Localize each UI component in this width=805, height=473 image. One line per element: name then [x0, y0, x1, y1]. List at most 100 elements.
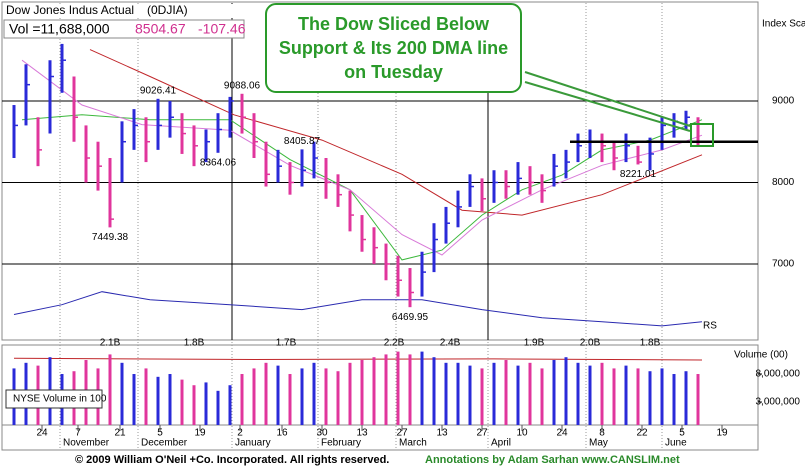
x-tick-label: 5	[157, 428, 163, 439]
month-label: February	[321, 438, 361, 449]
volume-note: 1.8B	[640, 338, 661, 349]
volume-bar	[696, 374, 700, 425]
volume-note: 1.8B	[184, 338, 205, 349]
volume-tick-label: 3,000,000	[756, 397, 801, 408]
moving-average	[21, 59, 703, 256]
volume-bar	[324, 368, 328, 425]
volume-note: 1.9B	[524, 338, 545, 349]
y-tick-label: 8000	[772, 177, 795, 188]
volume-bar	[300, 368, 304, 425]
volume-note: 2.0B	[580, 338, 601, 349]
price-annotation: 8405.87	[284, 136, 321, 147]
x-tick-label: 5	[679, 428, 685, 439]
volume-box	[5, 389, 103, 409]
volume-bar	[636, 368, 640, 425]
volume-bar	[444, 362, 448, 425]
price-annotation: 6469.95	[392, 312, 429, 323]
volume-note: 2.2B	[384, 338, 405, 349]
volume-bar	[144, 368, 148, 425]
volume-bar	[552, 360, 556, 425]
month-label: March	[399, 438, 427, 449]
callout-arrow	[524, 81, 691, 132]
price-annotation: 9088.06	[224, 80, 261, 91]
x-tick-label: 13	[356, 428, 368, 439]
x-tick-label: 13	[436, 428, 448, 439]
volume-axis-label: Volume (00)	[734, 350, 788, 361]
volume-note: 1.7B	[276, 338, 297, 349]
axis-label: Index Scale	[762, 19, 805, 30]
callout-wrap: The Dow Sliced Below Support & Its 200 D…	[278, 14, 509, 82]
quote-box	[3, 19, 245, 39]
volume-bar	[420, 351, 424, 425]
volume-bar	[540, 368, 544, 425]
month-label: April	[491, 438, 511, 449]
month-label: May	[589, 438, 608, 449]
volume-bar	[240, 374, 244, 425]
x-tick-label: 30	[316, 428, 328, 439]
x-tick-label: 19	[194, 428, 206, 439]
volume-bar	[360, 360, 364, 425]
callout-text: The Dow Sliced Below Support & Its 200 D…	[278, 14, 509, 82]
volume-bar	[120, 362, 124, 425]
volume-bar	[516, 365, 520, 425]
x-tick-label: 22	[636, 428, 648, 439]
x-tick-label: 24	[556, 428, 568, 439]
price-annotation: 7449.38	[92, 232, 129, 243]
volume-bar	[660, 368, 664, 425]
volume-bar	[216, 390, 220, 425]
x-tick-label: 21	[114, 428, 126, 439]
volume-bar	[204, 382, 208, 425]
month-label: January	[235, 438, 271, 449]
volume-bar	[564, 357, 568, 425]
price: 8504.67	[135, 21, 186, 37]
x-tick-label: 16	[276, 428, 288, 439]
volume-bar	[156, 376, 160, 425]
x-tick-label: 27	[476, 428, 488, 439]
index-name: Dow Jones Indus Actual	[6, 3, 134, 17]
price-annotation: 9026.41	[140, 85, 177, 96]
volume-bar	[684, 371, 688, 425]
y-tick-label: 7000	[772, 259, 795, 270]
volume-bar	[372, 357, 376, 425]
volume-bar	[348, 362, 352, 425]
highlight-box	[690, 123, 714, 147]
volume-tick-label: 8,000,000	[756, 369, 801, 380]
volume-bar	[588, 365, 592, 425]
x-tick-label: 24	[36, 428, 48, 439]
x-tick-label: 10	[516, 428, 528, 439]
x-tick-label: 2	[237, 428, 243, 439]
volume-bar	[168, 374, 172, 425]
volume-bar	[672, 374, 676, 425]
callout-box	[265, 3, 522, 93]
credit: Annotations by Adam Sarhan www.CANSLIM.n…	[425, 454, 680, 466]
volume-bar	[504, 360, 508, 425]
price-annotation: 8364.06	[200, 157, 237, 168]
volume-bar	[336, 371, 340, 425]
callout-arrow	[524, 71, 691, 127]
price-annotation: 8221.01	[620, 169, 657, 180]
volume-note: 2.4B	[440, 338, 461, 349]
volume-bar	[408, 354, 412, 425]
volume-bar	[192, 385, 196, 425]
copyright: © 2009 William O'Neil +Co. Incorporated.…	[75, 454, 389, 466]
volume-bar	[276, 365, 280, 425]
volume-bar	[600, 362, 604, 425]
y-tick-label: 9000	[772, 96, 795, 107]
moving-average	[89, 49, 703, 216]
volume-bar	[456, 362, 460, 425]
volume-bar	[288, 374, 292, 425]
volume-bar	[432, 357, 436, 425]
volume-note: 2.1B	[100, 338, 121, 349]
rs-label: RS	[703, 321, 717, 332]
volume-bar	[492, 362, 496, 425]
plot	[12, 43, 758, 425]
volume-bar	[396, 351, 400, 425]
month-label: December	[141, 438, 188, 449]
symbol: (0DJIA)	[147, 3, 188, 17]
volume-bar	[612, 368, 616, 425]
moving-average	[13, 291, 703, 327]
volume-bar	[648, 371, 652, 425]
volume-bar	[384, 354, 388, 425]
volume-bar	[576, 362, 580, 425]
